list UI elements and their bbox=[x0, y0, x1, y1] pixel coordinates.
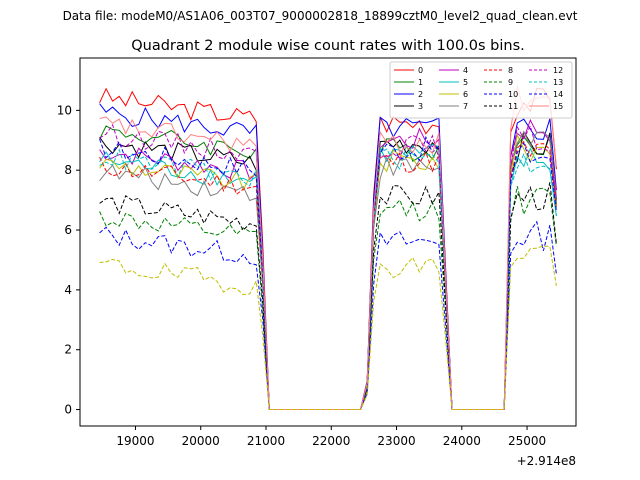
legend-label: 1 bbox=[418, 78, 423, 87]
x-tick-label: 21000 bbox=[247, 434, 285, 448]
legend-label: 14 bbox=[553, 90, 563, 99]
legend-label: 2 bbox=[418, 90, 423, 99]
suptitle: Data file: modeM0/AS1A06_003T07_90000028… bbox=[63, 9, 578, 23]
series-line-15 bbox=[99, 85, 557, 410]
legend-label: 7 bbox=[463, 102, 468, 111]
legend-label: 6 bbox=[463, 90, 468, 99]
legend-label: 8 bbox=[508, 66, 513, 75]
legend-label: 3 bbox=[418, 102, 423, 111]
x-tick-label: 25000 bbox=[508, 434, 546, 448]
x-tick-label: 22000 bbox=[312, 434, 350, 448]
x-tick-label: 24000 bbox=[443, 434, 481, 448]
y-tick-label: 6 bbox=[64, 223, 72, 237]
legend-label: 0 bbox=[418, 66, 423, 75]
series-line-13 bbox=[99, 145, 557, 410]
plot-area bbox=[99, 85, 557, 410]
x-tick-label: 19000 bbox=[116, 434, 154, 448]
legend-box bbox=[389, 61, 573, 119]
x-tick-label: 20000 bbox=[182, 434, 220, 448]
x-offset-label: +2.914e8 bbox=[517, 454, 576, 468]
x-axis: 19000 20000 21000 22000 23000 24000 25000 bbox=[116, 426, 546, 448]
x-tick-label: 23000 bbox=[377, 434, 415, 448]
legend-label: 4 bbox=[463, 66, 468, 75]
legend-label: 12 bbox=[553, 66, 563, 75]
legend-label: 13 bbox=[553, 78, 563, 87]
legend-label: 15 bbox=[553, 102, 563, 111]
y-tick-label: 2 bbox=[64, 343, 72, 357]
legend-label: 9 bbox=[508, 78, 513, 87]
legend-label: 11 bbox=[508, 102, 518, 111]
chart-title: Quadrant 2 module wise count rates with … bbox=[131, 38, 525, 54]
y-tick-label: 0 bbox=[64, 403, 72, 417]
axes-frame bbox=[79, 57, 577, 427]
legend-label: 5 bbox=[463, 78, 468, 87]
y-axis: 0 2 4 6 8 10 bbox=[57, 103, 80, 417]
y-tick-label: 4 bbox=[64, 283, 72, 297]
series-group bbox=[99, 85, 557, 410]
legend-label: 10 bbox=[508, 90, 518, 99]
y-tick-label: 10 bbox=[57, 103, 72, 117]
y-tick-label: 8 bbox=[64, 163, 72, 177]
